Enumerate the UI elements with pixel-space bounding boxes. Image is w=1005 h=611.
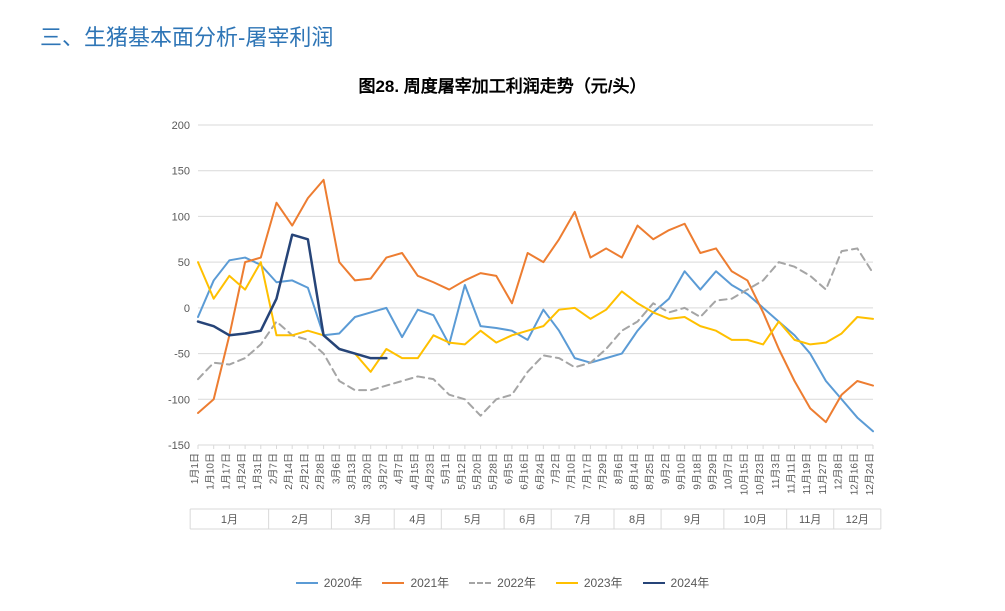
legend-item: 2021年 (382, 574, 449, 591)
x-week-label: 1月1日 (189, 453, 201, 484)
svg-text:-100: -100 (167, 394, 189, 406)
x-month-label: 7月 (574, 514, 591, 526)
series-line (198, 262, 873, 372)
x-week-label: 4月7日 (393, 453, 405, 484)
legend-swatch (556, 582, 578, 584)
legend-label: 2021年 (410, 574, 449, 591)
line-chart: -150-100-500501001502001月1日1月10日1月17日1月2… (103, 105, 903, 565)
svg-text:-150: -150 (167, 440, 189, 452)
legend-swatch (296, 582, 318, 584)
x-week-label: 11月19日 (801, 453, 813, 495)
x-week-label: 8月6日 (612, 453, 624, 484)
x-month-label: 1月 (220, 514, 237, 526)
x-week-label: 4月23日 (424, 453, 436, 490)
x-week-label: 1月24日 (236, 453, 248, 490)
x-week-label: 6月5日 (502, 453, 514, 484)
legend-label: 2024年 (671, 574, 710, 591)
legend-item: 2024年 (643, 574, 710, 591)
x-week-label: 10月23日 (754, 453, 766, 495)
x-week-label: 9月10日 (675, 453, 687, 490)
x-week-label: 8月25日 (644, 453, 656, 490)
x-week-label: 2月14日 (283, 453, 295, 490)
legend-label: 2020年 (324, 574, 363, 591)
x-week-label: 6月16日 (518, 453, 530, 490)
chart-container: 图28. 周度屠宰加工利润走势（元/头） -150 -100 -50 0 50 100 15… (103, 72, 903, 591)
x-month-label: 2月 (291, 514, 308, 526)
legend-label: 2023年 (584, 574, 623, 591)
legend-swatch (643, 582, 665, 584)
svg-text:200: 200 (171, 120, 189, 132)
x-week-label: 9月18日 (691, 453, 703, 490)
x-week-label: 2月28日 (314, 453, 326, 490)
legend-swatch (382, 582, 404, 584)
legend-item: 2022年 (469, 574, 536, 591)
x-month-label: 5月 (464, 514, 481, 526)
x-week-label: 11月27日 (816, 453, 828, 495)
x-week-label: 5月12日 (455, 453, 467, 490)
section-title: 三、生猪基本面分析-屠宰利润 (40, 20, 965, 52)
x-month-label: 10月 (743, 514, 766, 526)
legend-item: 2020年 (296, 574, 363, 591)
x-month-label: 8月 (628, 514, 645, 526)
x-week-label: 5月20日 (471, 453, 483, 490)
x-week-label: 3月27日 (377, 453, 389, 490)
x-week-label: 5月1日 (440, 453, 452, 484)
x-week-label: 9月2日 (659, 453, 671, 484)
x-month-label: 12月 (845, 514, 868, 526)
legend-item: 2023年 (556, 574, 623, 591)
series-line (198, 235, 386, 358)
x-week-label: 10月15日 (738, 453, 750, 495)
x-week-label: 12月16日 (848, 453, 860, 495)
svg-text:-50: -50 (174, 349, 190, 361)
x-week-label: 1月17日 (220, 453, 232, 490)
chart-title: 图28. 周度屠宰加工利润走势（元/头） (103, 72, 903, 97)
svg-text:50: 50 (177, 257, 189, 269)
x-week-label: 9月29日 (707, 453, 719, 490)
x-week-label: 6月24日 (534, 453, 546, 490)
x-week-label: 7月2日 (550, 453, 562, 484)
x-month-label: 9月 (683, 514, 700, 526)
x-week-label: 4月15日 (408, 453, 420, 490)
series-line (198, 258, 873, 432)
x-month-label: 4月 (409, 514, 426, 526)
svg-text:0: 0 (183, 303, 189, 315)
x-week-label: 1月10日 (204, 453, 216, 490)
legend-swatch (469, 582, 491, 584)
x-week-label: 3月20日 (361, 453, 373, 490)
x-month-label: 11月 (798, 514, 820, 526)
legend-label: 2022年 (497, 574, 536, 591)
x-week-label: 1月31日 (251, 453, 263, 490)
x-week-label: 12月8日 (832, 453, 844, 490)
x-week-label: 11月11日 (785, 453, 797, 494)
x-week-label: 2月7日 (267, 453, 279, 484)
x-week-label: 10月7日 (722, 453, 734, 490)
x-week-label: 3月13日 (345, 453, 357, 490)
x-week-label: 7月17日 (581, 453, 593, 490)
x-week-label: 3月6日 (330, 453, 342, 484)
chart-legend: 2020年 2021年 2022年 2023年 2024年 (103, 574, 903, 591)
x-week-label: 12月24日 (864, 453, 876, 495)
svg-text:100: 100 (171, 211, 189, 223)
x-week-label: 7月10日 (565, 453, 577, 490)
x-week-label: 5月28日 (487, 453, 499, 490)
x-week-label: 2月21日 (298, 453, 310, 490)
x-week-label: 7月29日 (597, 453, 609, 490)
x-month-label: 6月 (519, 514, 536, 526)
x-month-label: 3月 (354, 514, 371, 526)
svg-text:150: 150 (171, 166, 189, 178)
x-week-label: 8月14日 (628, 453, 640, 490)
x-week-label: 11月3日 (769, 453, 781, 489)
